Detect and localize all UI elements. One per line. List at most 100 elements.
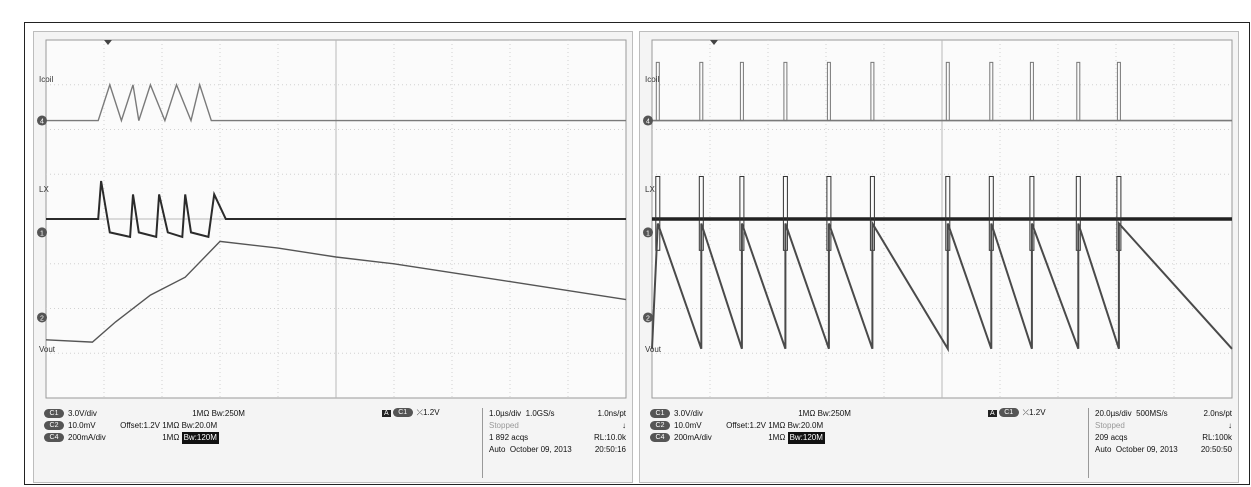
sample-rate: 500MS/s: [1136, 409, 1168, 418]
series-line-lx: [46, 180, 626, 239]
channel-ground-marker: 2: [643, 312, 653, 323]
channel-ground-marker: 1: [37, 227, 47, 238]
acq-count: 1 892 acqs: [489, 433, 529, 442]
icoil-spike: [870, 61, 875, 122]
channel-offset: Offset:1.2V: [120, 421, 160, 430]
series-line-icoil: [46, 82, 626, 123]
label-vout: Vout: [39, 345, 56, 354]
series-line-vout: [45, 240, 627, 343]
icoil-spike: [945, 61, 950, 122]
label-lx: LX: [39, 185, 49, 194]
label-lx: LX: [645, 185, 655, 194]
acq-date: October 09, 2013: [509, 445, 572, 454]
scope-right-info: C1 3.0V/div 1MΩ Bw:250M C2 10.0mV Offset:1.…: [648, 408, 1232, 478]
trigger-readout: A C1 ⤫1.2V: [382, 408, 440, 418]
channel-badge: C2: [650, 421, 670, 431]
figure-frame: 4 1 2 Icoil LX Vout C1 3.0V/div 1MΩ Bw:250M C2…: [24, 22, 1250, 485]
channel-ground-marker: 4: [643, 115, 653, 126]
trigger-source: C1: [392, 408, 413, 418]
trigger-a: A: [382, 410, 391, 417]
channel-marker-label: 1: [40, 230, 44, 237]
scope-right-plot: 4 1 2 Icoil LX Vout: [643, 39, 1233, 399]
icoil-spike: [655, 61, 660, 122]
channel-marker-label: 1: [646, 230, 650, 237]
icoil-spike: [1076, 61, 1081, 122]
channel-bandwidth: Bw:120M: [181, 432, 219, 444]
trigger-mode: Auto: [489, 445, 506, 454]
channel-badge: C2: [44, 421, 64, 431]
channel-scale: 200mA/div: [674, 433, 712, 442]
label-vout: Vout: [645, 345, 662, 354]
channel-ground-marker: 1: [643, 227, 653, 238]
channel-marker-label: 2: [646, 315, 650, 322]
stop-icon: ↓: [1228, 421, 1232, 430]
channel-impedance: 1MΩ: [798, 409, 816, 418]
channel-row: C1 3.0V/div 1MΩ Bw:250M: [44, 408, 245, 420]
trigger-slope-icon: ⤫: [416, 408, 424, 417]
trigger-mode: Auto: [1095, 445, 1112, 454]
trigger-source: C1: [998, 408, 1019, 418]
channel-scale: 10.0mV: [674, 421, 702, 430]
timebase-div: 1.0µs/div: [489, 409, 522, 418]
sample-rate: 1.0GS/s: [525, 409, 555, 418]
channel-ground-marker: 2: [37, 312, 47, 323]
acq-time: 20:50:50: [1200, 445, 1232, 454]
icoil-spike: [989, 61, 994, 122]
icoil-spike: [1029, 61, 1034, 122]
timebase-box: 20.0µs/div 500MS/s 2.0ns/pt Stopped ↓ 209 …: [1088, 408, 1236, 478]
channel-ground-marker: 4: [37, 115, 47, 126]
channel-impedance: 1MΩ: [768, 421, 786, 430]
channel-row: C4 200mA/div 1MΩ Bw:120M: [44, 432, 219, 444]
channel-offset: Offset:1.2V: [726, 421, 766, 430]
channel-row: C1 3.0V/div 1MΩ Bw:250M: [650, 408, 851, 420]
channel-bandwidth: Bw:120M: [787, 432, 825, 444]
channel-row: C2 10.0mV Offset:1.2V 1MΩ Bw:20.0M: [44, 420, 217, 432]
time-per-point: 2.0ns/pt: [1203, 409, 1232, 418]
trigger-position-marker: [104, 40, 112, 45]
channel-impedance: 1MΩ: [192, 409, 210, 418]
channel-scale: 200mA/div: [68, 433, 106, 442]
scope-right: 4 1 2 Icoil LX Vout C1 3.0V/div 1MΩ Bw:250M C2…: [639, 31, 1239, 483]
channel-badge: C1: [44, 409, 64, 419]
acq-state: Stopped: [1095, 421, 1125, 430]
scope-left-info: C1 3.0V/div 1MΩ Bw:250M C2 10.0mV Offset:1.…: [42, 408, 626, 478]
channel-badge: C4: [650, 433, 670, 443]
lx-burst: [655, 175, 661, 251]
channel-row: C4 200mA/div 1MΩ Bw:120M: [650, 432, 825, 444]
channel-impedance: 1MΩ: [162, 421, 180, 430]
trigger-slope-icon: ⤫: [1022, 408, 1030, 417]
time-per-point: 1.0ns/pt: [597, 409, 626, 418]
acq-date: October 09, 2013: [1115, 445, 1178, 454]
icoil-spike: [783, 61, 788, 122]
channel-impedance: 1MΩ: [768, 433, 786, 442]
channel-scale: 10.0mV: [68, 421, 96, 430]
trigger-position-marker: [710, 40, 718, 45]
channel-bandwidth: Bw:250M: [817, 409, 851, 418]
icoil-spike: [826, 61, 831, 122]
timebase-div: 20.0µs/div: [1095, 409, 1132, 418]
channel-marker-label: 4: [40, 119, 44, 126]
label-icoil: Icoil: [39, 75, 53, 84]
icoil-spike: [699, 61, 704, 122]
timebase-box: 1.0µs/div 1.0GS/s 1.0ns/pt Stopped ↓ 1 892…: [482, 408, 630, 478]
stop-icon: ↓: [622, 421, 626, 430]
acq-count: 209 acqs: [1095, 433, 1128, 442]
scope-left-plot: 4 1 2 Icoil LX Vout: [37, 39, 627, 399]
channel-bandwidth: Bw:20.0M: [181, 421, 218, 430]
channel-marker-label: 4: [646, 119, 650, 126]
scope-left: 4 1 2 Icoil LX Vout C1 3.0V/div 1MΩ Bw:250M C2…: [33, 31, 633, 483]
acq-state: Stopped: [489, 421, 519, 430]
trigger-level: 1.2V: [1029, 408, 1046, 417]
trigger-a: A: [988, 410, 997, 417]
trigger-level: 1.2V: [423, 408, 440, 417]
icoil-spike: [739, 61, 744, 122]
channel-row: C2 10.0mV Offset:1.2V 1MΩ Bw:20.0M: [650, 420, 823, 432]
channel-bandwidth: Bw:20.0M: [787, 421, 824, 430]
record-length: RL:10.0k: [593, 433, 626, 442]
series-line-vout: [651, 219, 1233, 353]
channel-marker-label: 2: [40, 315, 44, 322]
record-length: RL:100k: [1202, 433, 1232, 442]
acq-time: 20:50:16: [594, 445, 626, 454]
channel-scale: 3.0V/div: [68, 409, 97, 418]
channel-scale: 3.0V/div: [674, 409, 703, 418]
